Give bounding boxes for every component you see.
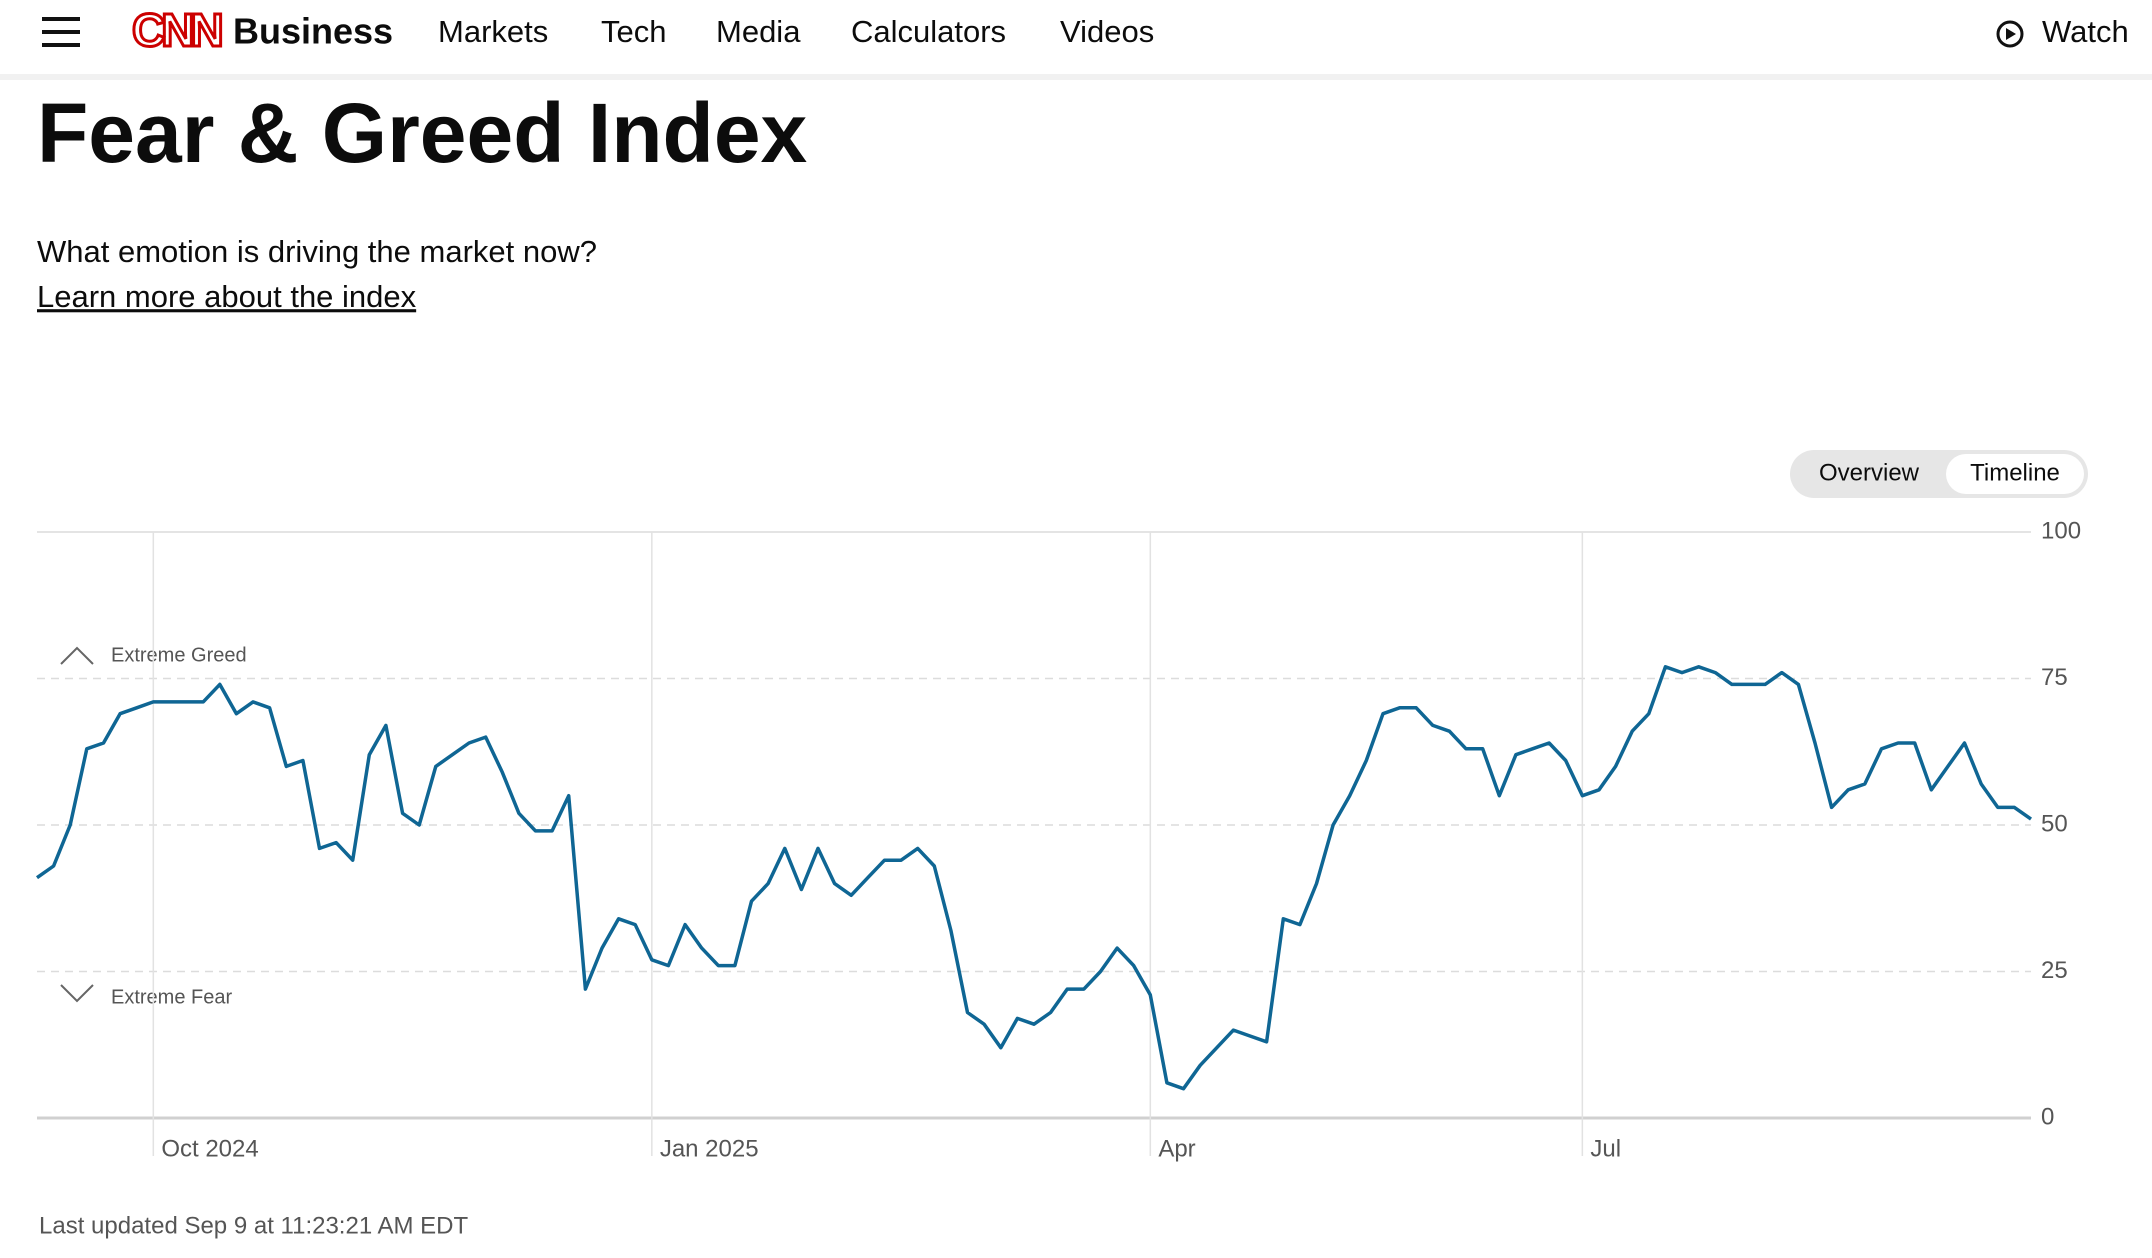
nav-shadow [0,74,2152,80]
toggle-button[interactable]: Timeline [1970,459,2060,486]
learn-more-link[interactable]: Learn more about the index [37,279,417,314]
nav-link[interactable]: Calculators [851,14,1006,49]
page-title: Fear & Greed Index [37,86,808,180]
menu-icon[interactable] [42,17,80,47]
y-tick-label: 0 [2041,1103,2054,1130]
toggle-active [1946,454,2084,494]
brand-logo[interactable]: CNN [131,3,227,58]
x-tick-label: Jan 2025 [660,1135,759,1162]
nav-link[interactable]: Tech [601,14,666,49]
footnote: Last updated Sep 9 at 11:23:21 AM EDT [39,1212,469,1239]
nav-bar [0,0,2152,74]
greed-chevron [60,646,94,665]
watch-icon[interactable] [1996,20,2024,48]
subtitle: What emotion is driving the market now? [37,234,597,269]
y-tick-label: 100 [2041,517,2081,544]
nav-link[interactable]: Markets [438,14,548,49]
fear-chevron [60,984,94,1003]
y-tick-label: 50 [2041,810,2068,837]
play-icon[interactable] [2006,28,2016,40]
watch-link[interactable]: Watch [2042,14,2129,49]
brand-name[interactable]: Business [233,11,393,52]
x-tick-label: Jul [1590,1135,1621,1162]
x-tick-label: Apr [1158,1135,1195,1162]
index-line [35,665,2033,1091]
x-tick-label: Oct 2024 [161,1135,258,1162]
annotation: Extreme Fear [111,986,232,1008]
y-tick-label: 25 [2041,957,2068,984]
nav-link[interactable]: Media [716,14,801,49]
nav-link[interactable]: Videos [1060,14,1154,49]
toggle-button[interactable]: Overview [1819,459,1920,486]
y-tick-label: 75 [2041,664,2068,691]
annotation: Extreme Greed [111,644,247,666]
